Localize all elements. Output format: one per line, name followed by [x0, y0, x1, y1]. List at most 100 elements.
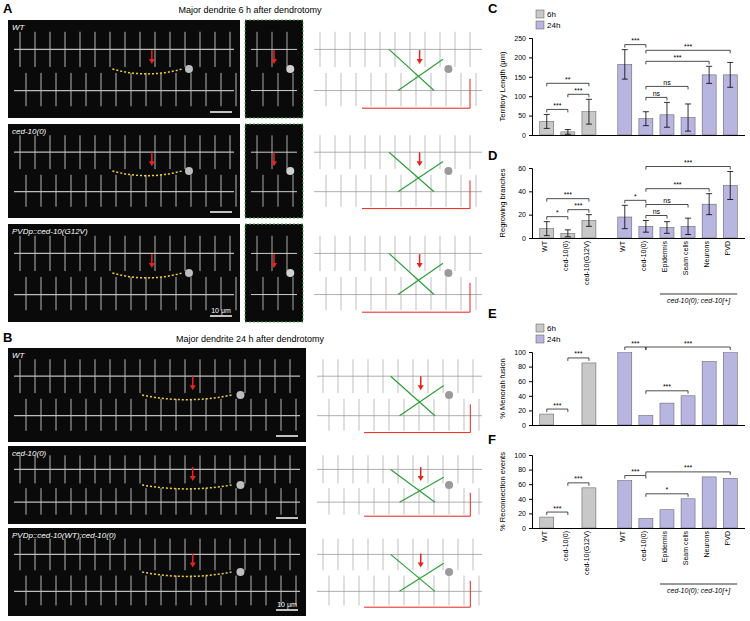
dendrite-branch [263, 277, 264, 310]
dendrite-branch [71, 175, 72, 207]
legend-swatch [536, 21, 544, 29]
dendrite-branch [50, 32, 51, 67]
scale-bar [276, 609, 298, 611]
scale-bar-label: 10 μm [211, 307, 231, 315]
dendrite-branch [380, 236, 381, 271]
dendrite-branch [263, 175, 264, 207]
dendrite-branch [275, 359, 276, 393]
dendrite-branch [140, 236, 141, 271]
dendrite-branch [263, 73, 264, 106]
dendrite-branch [131, 399, 132, 431]
legend-label: 24h [547, 335, 560, 344]
error-bar-stem [588, 215, 589, 227]
dendrite-branch [80, 455, 81, 483]
legend-item: 24h [536, 335, 560, 344]
x-axis-line [532, 238, 745, 239]
y-tick: 80 [518, 466, 532, 473]
y-tick: 20 [518, 211, 532, 218]
x-tick-label: ced-10(0) [562, 531, 570, 561]
dendrite [14, 554, 300, 555]
dendrite-branch [50, 135, 51, 169]
tracing [308, 124, 488, 218]
y-axis-line [529, 456, 533, 529]
dendrite-branch [56, 175, 57, 207]
dendrite-branch [371, 73, 372, 106]
dendrite-branch [191, 488, 192, 515]
dendrite-branch [278, 73, 279, 106]
dendrite-branch [185, 359, 186, 393]
error-bar [643, 221, 649, 233]
y-tick-mark [529, 484, 532, 485]
dendrite-branch [176, 73, 177, 106]
arrow-head [190, 476, 196, 481]
dendrite-branch [110, 455, 111, 483]
tracing [308, 20, 488, 118]
regrowth-tracing [389, 152, 443, 191]
row-label: WT [12, 23, 26, 32]
zoom-inset [245, 124, 303, 218]
significance-label: *** [684, 159, 692, 166]
y-tick: 60 [518, 165, 532, 172]
dendrite-branch [200, 236, 201, 271]
dendrite [14, 591, 300, 592]
dendrite [14, 376, 300, 377]
dendrite-branch [326, 175, 327, 207]
dendrite-branch [56, 73, 57, 106]
significance-bracket [646, 347, 730, 350]
dendrite-branch [338, 359, 339, 393]
y-tick: 60 [518, 378, 532, 385]
dendrite-branch [275, 455, 276, 483]
dendrite-branch [458, 539, 459, 571]
dendrite-branch [86, 175, 87, 207]
dendrite-branch [146, 399, 147, 431]
y-tick: 200 [514, 54, 532, 61]
dendrite-branch [443, 455, 444, 483]
micrograph [8, 20, 240, 118]
x-axis-line [532, 135, 745, 136]
dendrite-branch [170, 236, 171, 271]
bar [702, 75, 716, 135]
dendrite-branch [230, 359, 231, 393]
arrow-head [271, 59, 277, 64]
dendrite [251, 294, 297, 295]
error-bar [727, 172, 733, 200]
significance-bracket [547, 109, 568, 112]
y-axis-line [529, 39, 533, 136]
dendrite-branch [176, 399, 177, 431]
dendrite-branch [170, 455, 171, 483]
bar [582, 363, 596, 425]
dendrite-branch [221, 399, 222, 431]
dendrite-branch [176, 576, 177, 606]
dendrite-branch [170, 539, 171, 571]
dendrite-branch [245, 359, 246, 393]
dendrite-branch [320, 135, 321, 169]
dendrite-branch [65, 32, 66, 67]
dendrite-branch [86, 576, 87, 606]
dendrite [314, 152, 482, 153]
significance-bracket [646, 189, 709, 192]
dendrite-branch [116, 399, 117, 431]
dendrite-branch [140, 135, 141, 169]
ventral-outline [362, 283, 470, 312]
dendrite-branch [221, 488, 222, 515]
error-bar-cap [622, 228, 628, 229]
y-tick: 20 [518, 510, 532, 517]
dendrite-branch [65, 359, 66, 393]
y-tick-mark [529, 367, 532, 368]
significance-label: *** [553, 505, 561, 512]
x-axis: WTced-10(0)ced-10(G12V)WTced-10(0)Epider… [532, 239, 745, 285]
dendrite-branch [110, 135, 111, 169]
panel-letter: E [488, 306, 497, 321]
error-bar-cap [643, 232, 649, 233]
dendrite-branch [170, 359, 171, 393]
dendrite-branch [359, 399, 360, 431]
y-tick: 40 [518, 393, 532, 400]
dendrite-branch [431, 175, 432, 207]
dendrite-branch [455, 236, 456, 271]
dendrite-branch [215, 455, 216, 483]
tracing [308, 224, 488, 322]
error-bar-cap [706, 214, 712, 215]
error-bar-stem [688, 104, 689, 131]
ventral-outline [364, 404, 470, 432]
plot-marks [540, 477, 737, 528]
